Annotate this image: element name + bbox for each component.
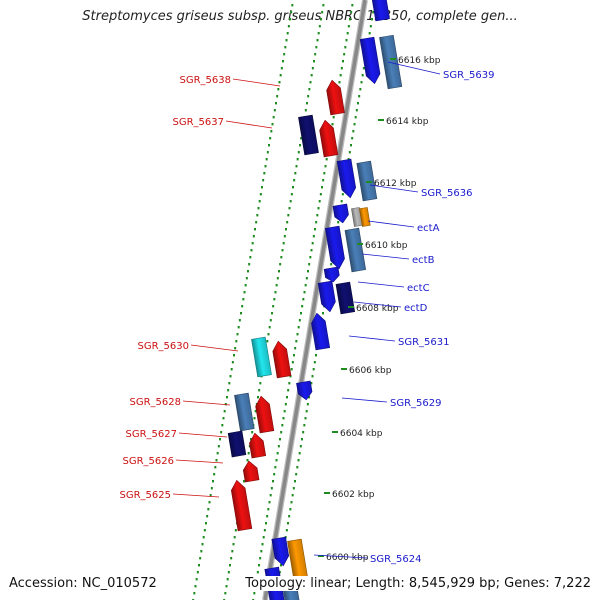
- map-title: Streptomyces griseus subsp. griseus NBRC…: [82, 9, 518, 24]
- gene-label-reverse[interactable]: SGR_5627: [126, 429, 178, 440]
- gene-sgr5630-b[interactable]: [271, 340, 292, 379]
- gene-sgr5626-a[interactable]: [242, 460, 260, 483]
- gene-label-reverse[interactable]: SGR_5625: [120, 490, 172, 501]
- gene-sgr5628-b[interactable]: [254, 395, 275, 434]
- gene-sgr5625-a[interactable]: [230, 479, 253, 532]
- gene-ecta-a[interactable]: [332, 203, 350, 224]
- gene-label-forward[interactable]: SGR_5636: [421, 188, 473, 199]
- gene-sgr5639-c[interactable]: [379, 34, 403, 90]
- gene-ectd-b[interactable]: [335, 281, 356, 315]
- gene-label-reverse[interactable]: SGR_5628: [130, 397, 182, 408]
- ring-dots-outer-left: [192, 4, 294, 600]
- leader-line: [348, 335, 396, 342]
- gene-sgr5631-a[interactable]: [310, 312, 331, 351]
- gene-sgr5624-a[interactable]: [271, 536, 290, 567]
- gene-label-forward[interactable]: ectC: [407, 283, 430, 294]
- leader-line: [357, 281, 405, 288]
- gene-ectb-b[interactable]: [344, 227, 367, 273]
- tick-label: 6602 kbp: [332, 490, 375, 500]
- leader-line: [313, 554, 368, 559]
- gene-sgr5637-b[interactable]: [318, 119, 339, 158]
- gene-sgr5639-a[interactable]: [371, 0, 390, 22]
- gene-sgr5630-a[interactable]: [251, 336, 272, 378]
- gene-ectb-a[interactable]: [324, 225, 346, 270]
- gene-label-forward[interactable]: SGR_5624: [370, 554, 422, 565]
- leader-line: [369, 184, 419, 193]
- gene-sgr5624-b[interactable]: [287, 538, 309, 582]
- gene-sgr5629-a[interactable]: [296, 380, 313, 401]
- tick-label: 6612 kbp: [374, 179, 417, 189]
- leader-line: [387, 61, 441, 75]
- gene-label-reverse[interactable]: SGR_5638: [180, 75, 232, 86]
- tick-label: 6614 kbp: [386, 117, 429, 127]
- gene-label-forward[interactable]: SGR_5631: [398, 337, 450, 348]
- leader-line: [367, 220, 415, 228]
- gene-sgr5628-a[interactable]: [234, 392, 255, 432]
- gene-sgr5638-a[interactable]: [325, 79, 345, 116]
- leader-line: [175, 459, 224, 464]
- gene-label-forward[interactable]: SGR_5639: [443, 70, 495, 81]
- gene-ectc-a[interactable]: [323, 266, 340, 283]
- leader-line: [172, 493, 220, 498]
- gene-label-forward[interactable]: ectB: [412, 255, 435, 266]
- gene-label-forward[interactable]: ectA: [417, 223, 440, 234]
- gene-ectd-a[interactable]: [317, 280, 337, 313]
- gene-label-reverse[interactable]: SGR_5626: [123, 456, 175, 467]
- leader-line: [190, 344, 239, 352]
- gene-label-forward[interactable]: SGR_5629: [390, 398, 442, 409]
- tick-label: 6610 kbp: [365, 241, 408, 251]
- gene-sgr5627-a[interactable]: [227, 430, 247, 458]
- tick-label: 6608 kbp: [356, 304, 399, 314]
- gene-ecta-c[interactable]: [359, 207, 371, 227]
- gene-sgr5637-a[interactable]: [298, 114, 319, 156]
- tick-label: 6606 kbp: [349, 366, 392, 376]
- leader-line: [182, 400, 231, 406]
- leader-line: [341, 397, 388, 403]
- leader-line: [353, 301, 402, 308]
- genome-backbone: [263, 0, 367, 600]
- genome-summary: Topology: linear; Length: 8,545,929 bp; …: [245, 576, 591, 591]
- tick-label: 6600 kbp: [326, 553, 369, 563]
- tick-label: 6616 kbp: [398, 56, 441, 66]
- gene-label-reverse[interactable]: SGR_5630: [138, 341, 190, 352]
- tick-label: 6604 kbp: [340, 429, 383, 439]
- accession-label: Accession: NC_010572: [9, 576, 157, 591]
- leader-line: [225, 120, 273, 129]
- gene-sgr5636-a[interactable]: [336, 158, 357, 199]
- gene-label-forward[interactable]: ectD: [404, 303, 428, 314]
- leader-line: [232, 78, 281, 87]
- ring-dots-inner-left: [252, 4, 354, 600]
- gene-sgr5639-b[interactable]: [359, 36, 381, 85]
- leader-line: [361, 253, 410, 260]
- leader-line: [178, 432, 228, 438]
- gene-label-reverse[interactable]: SGR_5637: [173, 117, 225, 128]
- gene-sgr5627-b[interactable]: [248, 432, 267, 459]
